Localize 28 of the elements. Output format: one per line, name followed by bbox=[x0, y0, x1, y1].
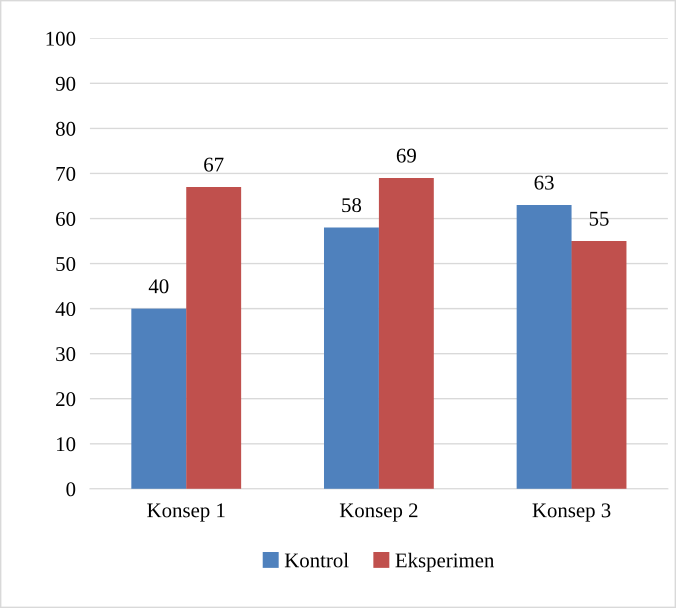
data-label: 63 bbox=[534, 176, 554, 190]
data-label: 58 bbox=[342, 198, 362, 212]
y-tick-label: 60 bbox=[56, 212, 76, 226]
data-label: 55 bbox=[590, 212, 609, 226]
bar bbox=[186, 186, 242, 489]
bar bbox=[516, 205, 572, 489]
legend-label: Eksperimen bbox=[395, 552, 494, 572]
y-tick-label: 80 bbox=[56, 122, 76, 136]
y-tick-label: 10 bbox=[57, 437, 76, 452]
bar bbox=[324, 228, 379, 489]
data-label: 40 bbox=[148, 279, 168, 294]
data-label: 67 bbox=[204, 158, 224, 172]
y-tick-label: 0 bbox=[66, 482, 76, 496]
y-tick-label: 20 bbox=[56, 392, 76, 406]
legend-label: Kontrol bbox=[284, 552, 349, 568]
x-tick-label: Konsep 3 bbox=[532, 503, 610, 522]
y-tick-label: 70 bbox=[56, 166, 76, 181]
y-tick-label: 30 bbox=[56, 347, 76, 362]
bar bbox=[378, 178, 434, 489]
bar bbox=[131, 308, 186, 489]
y-tick-label: 100 bbox=[46, 32, 76, 46]
x-tick-label: Konsep 2 bbox=[340, 503, 418, 522]
y-tick-label: 40 bbox=[56, 302, 76, 316]
x-tick-label: Konsep 1 bbox=[147, 503, 225, 522]
data-label: 69 bbox=[396, 148, 416, 163]
y-tick-label: 50 bbox=[56, 256, 76, 271]
y-tick-label: 90 bbox=[56, 76, 76, 91]
bar bbox=[572, 241, 626, 489]
